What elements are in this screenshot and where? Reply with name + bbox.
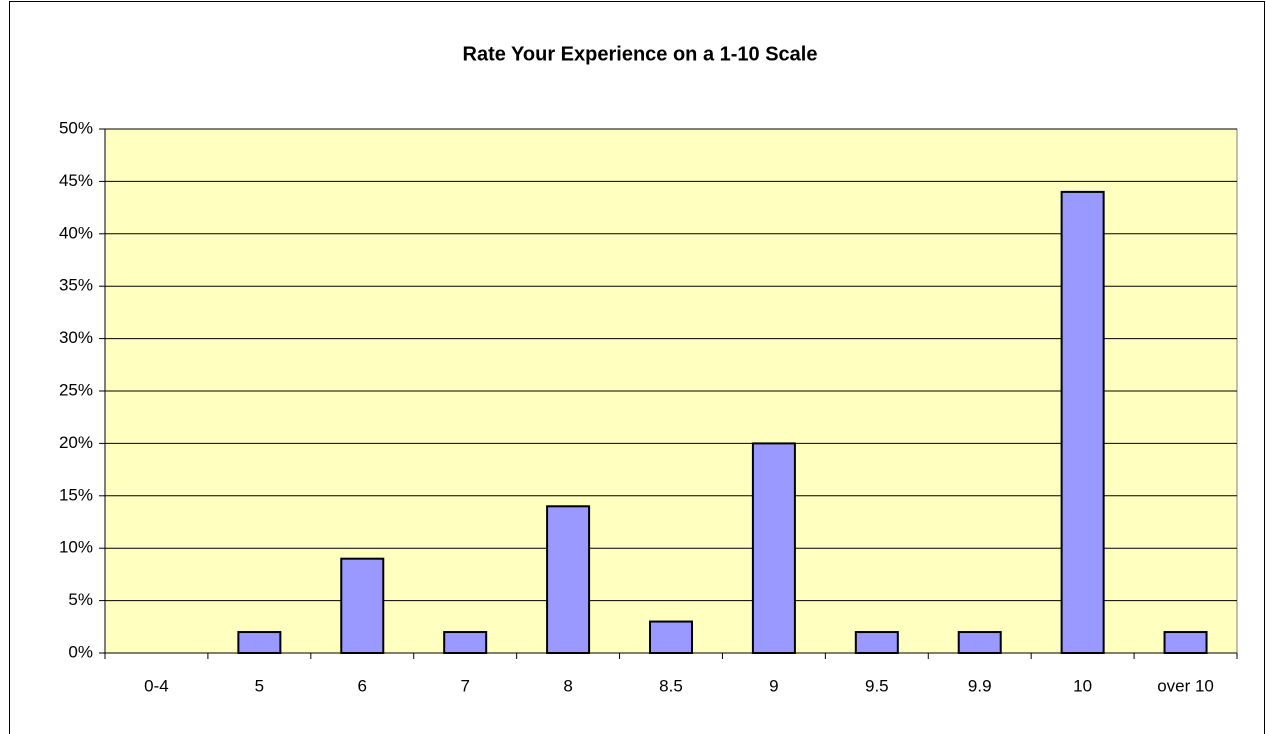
y-tick-label: 30% bbox=[59, 328, 93, 347]
x-tick-label: 9 bbox=[769, 676, 778, 695]
y-tick-label: 50% bbox=[59, 118, 93, 137]
bar bbox=[957, 631, 1002, 654]
x-tick-label: 10 bbox=[1073, 676, 1092, 695]
x-tick-label: 7 bbox=[460, 676, 469, 695]
y-tick-label: 0% bbox=[68, 642, 93, 661]
bar bbox=[1163, 631, 1208, 654]
x-tick-label: 9.9 bbox=[968, 676, 992, 695]
x-tick-label: 8.5 bbox=[659, 676, 683, 695]
y-tick-label: 5% bbox=[68, 590, 93, 609]
bar bbox=[751, 442, 796, 654]
bar bbox=[1060, 190, 1105, 654]
chart-title: Rate Your Experience on a 1-10 Scale bbox=[463, 43, 818, 65]
bar bbox=[237, 631, 282, 654]
bar bbox=[546, 505, 591, 654]
y-tick-label: 10% bbox=[59, 538, 93, 557]
x-tick-label: 9.5 bbox=[865, 676, 889, 695]
bar bbox=[340, 557, 385, 654]
x-tick-label: 0-4 bbox=[144, 676, 169, 695]
y-tick-label: 45% bbox=[59, 171, 93, 190]
y-tick-label: 15% bbox=[59, 485, 93, 504]
bar bbox=[649, 620, 693, 654]
y-tick-label: 35% bbox=[59, 276, 93, 295]
bar bbox=[854, 631, 899, 654]
x-tick-label: 5 bbox=[255, 676, 264, 695]
x-tick-label: 8 bbox=[563, 676, 572, 695]
y-tick-label: 20% bbox=[59, 433, 93, 452]
bar bbox=[443, 631, 488, 654]
y-tick-label: 25% bbox=[59, 380, 93, 399]
x-tick-label: 6 bbox=[358, 676, 367, 695]
y-tick-label: 40% bbox=[59, 223, 93, 242]
x-tick-label: over 10 bbox=[1157, 676, 1214, 695]
